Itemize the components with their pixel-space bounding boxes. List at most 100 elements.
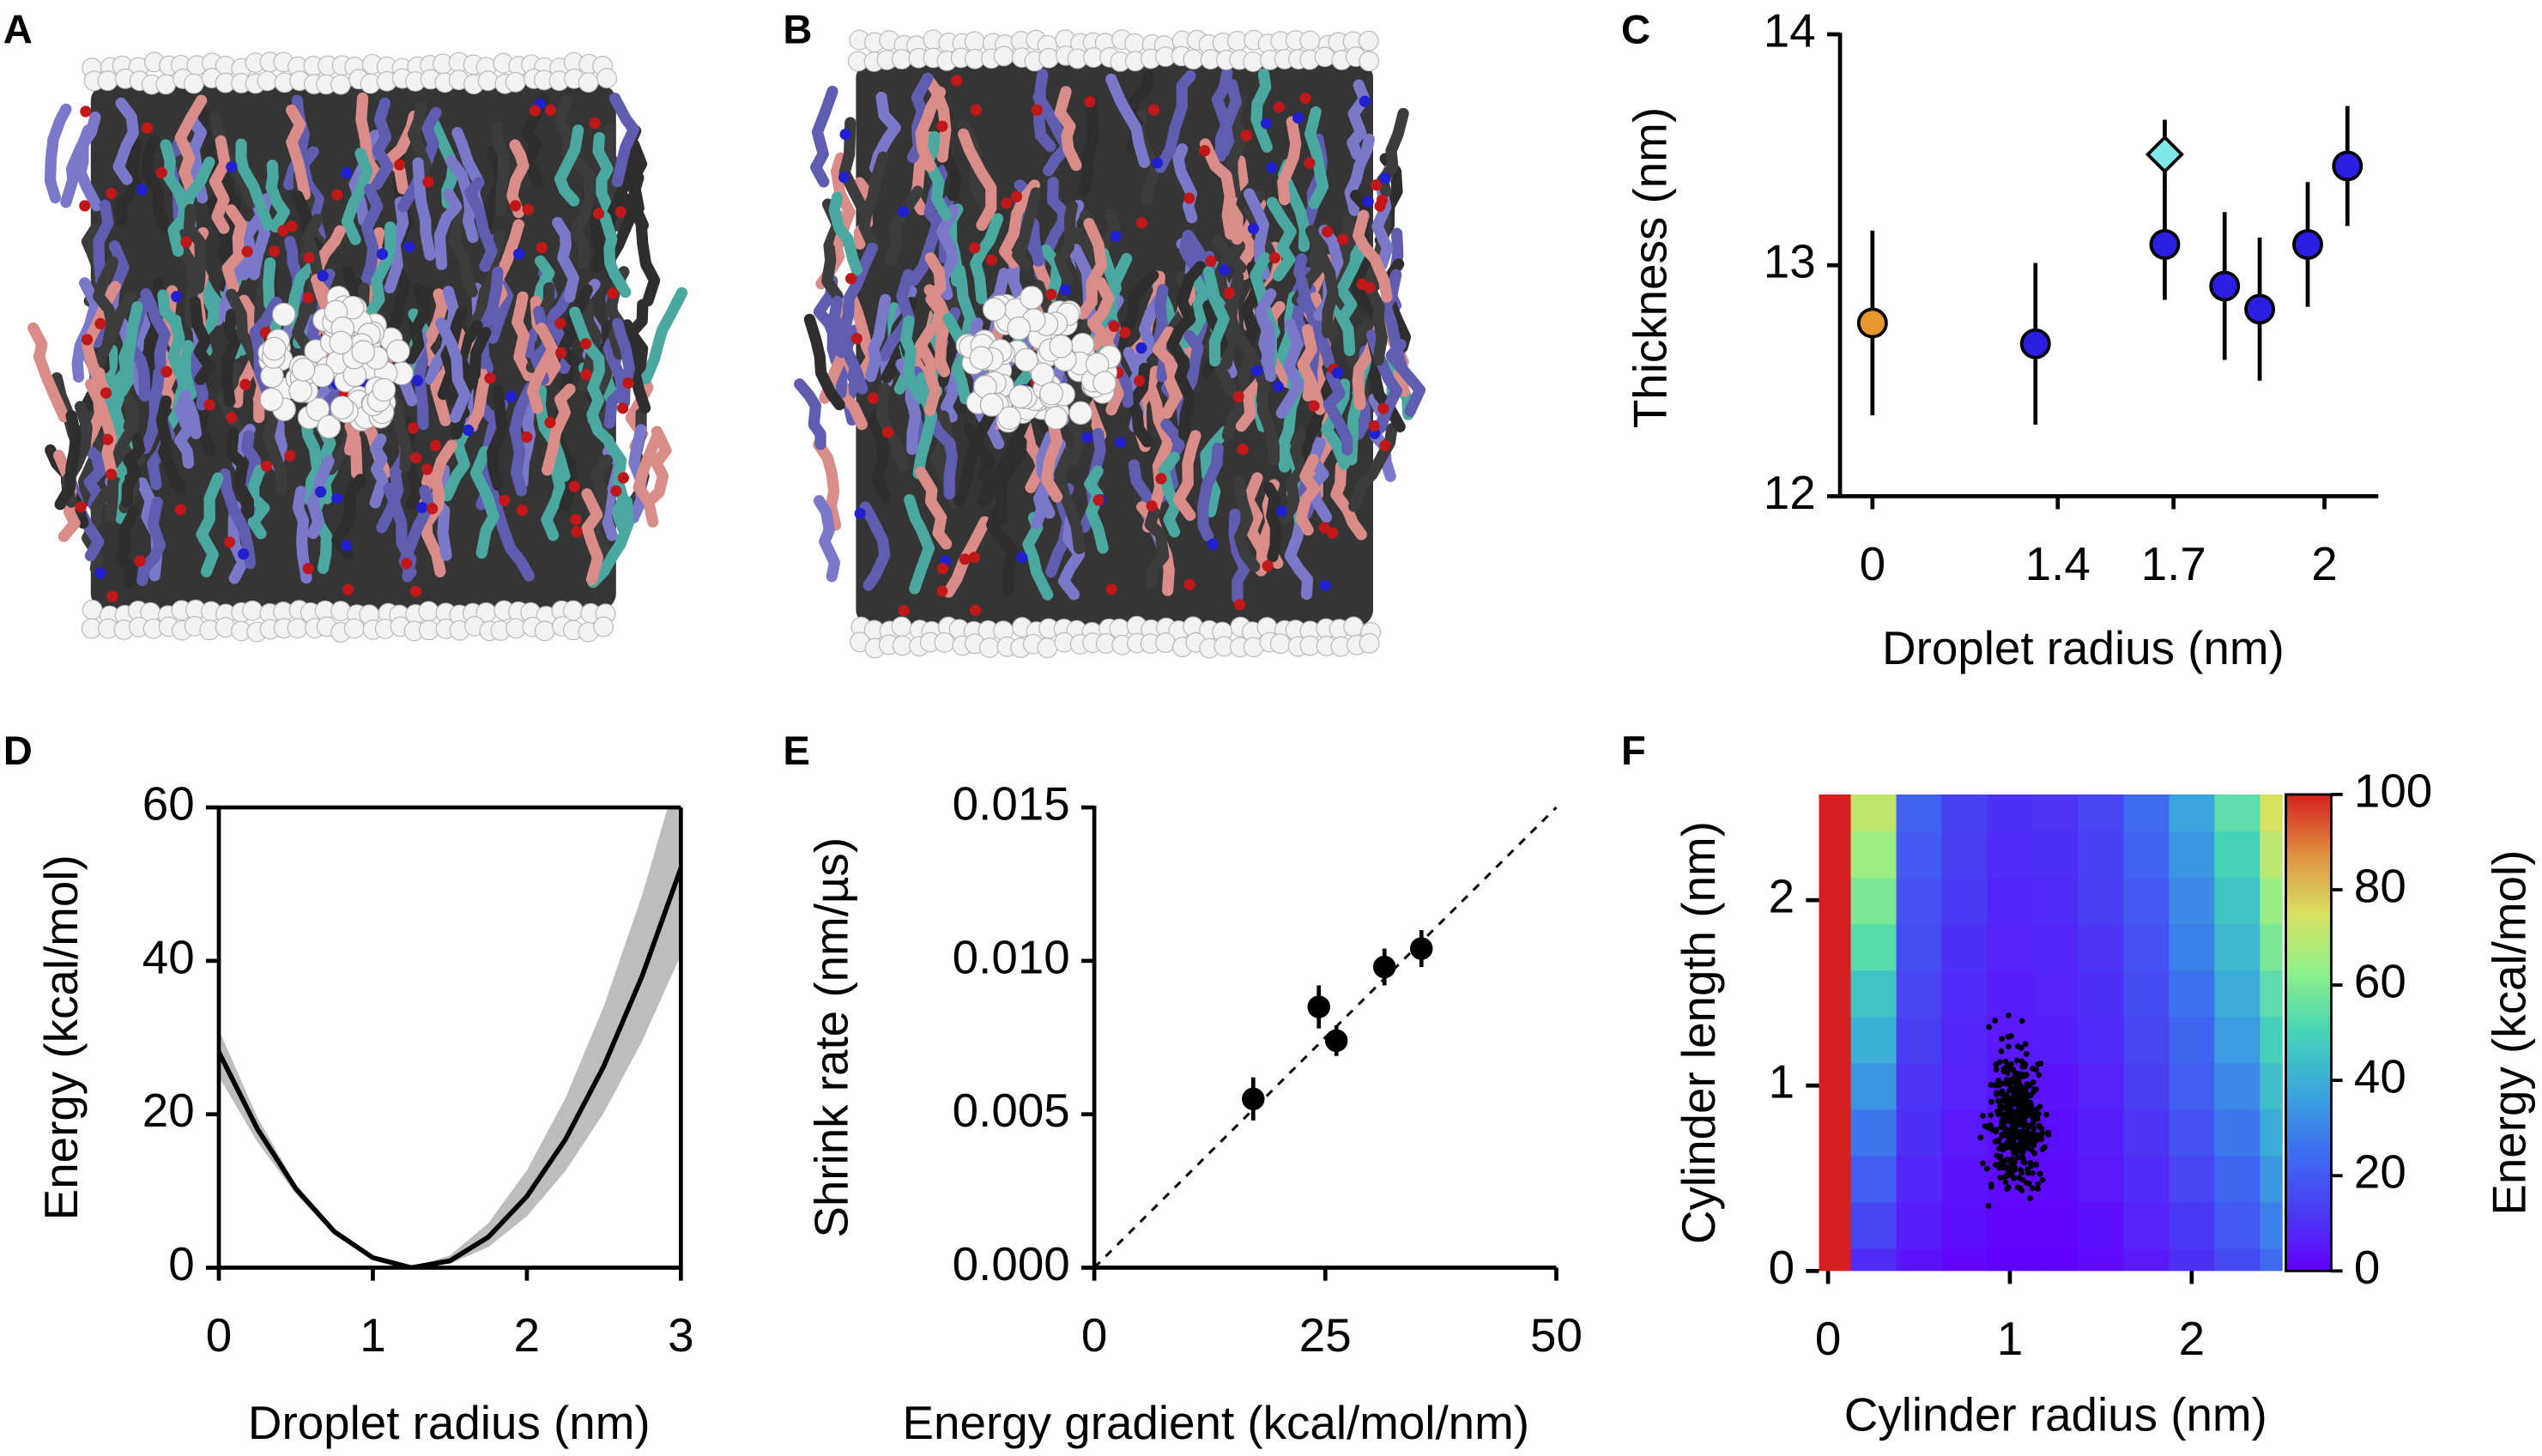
head-group xyxy=(239,378,251,390)
water-bead xyxy=(1183,49,1204,70)
head-group xyxy=(499,494,511,506)
head-group xyxy=(614,206,626,218)
heatmap-cell xyxy=(2123,794,2170,832)
lipid xyxy=(803,313,845,411)
heatmap-cell xyxy=(1941,877,1988,925)
heatmap-cell xyxy=(2214,1248,2261,1272)
sample-point xyxy=(2019,1063,2026,1070)
lipid xyxy=(260,394,287,494)
lipid xyxy=(174,94,208,198)
sample-point xyxy=(2018,1018,2025,1024)
lipid xyxy=(1199,138,1237,240)
lipid xyxy=(1202,266,1230,367)
sample-point xyxy=(2035,1181,2042,1187)
lipid xyxy=(632,430,663,528)
head-group xyxy=(284,450,296,462)
water-bead xyxy=(155,74,177,95)
lipid xyxy=(588,454,614,556)
head-group xyxy=(1272,380,1284,393)
water-bead xyxy=(1359,51,1380,72)
sample-point xyxy=(1980,1160,1986,1167)
sample-point xyxy=(2006,1127,2013,1133)
sample-point xyxy=(2018,1109,2025,1115)
droplet-bead xyxy=(262,336,287,361)
head-group xyxy=(1322,226,1334,238)
lipid xyxy=(221,204,247,294)
head-group xyxy=(622,377,634,390)
heatmap-cell xyxy=(2032,970,2079,1018)
sample-point xyxy=(2039,1129,2046,1136)
head-group xyxy=(1207,538,1219,550)
lipid xyxy=(183,203,207,294)
sample-point xyxy=(2018,1187,2025,1193)
y-axis-label: Energy (kcal/mol) xyxy=(34,855,88,1220)
lipid xyxy=(915,86,947,172)
lipid xyxy=(828,295,869,395)
lipid xyxy=(554,94,596,183)
sample-point xyxy=(1985,1203,1992,1209)
water-bead xyxy=(1358,30,1379,51)
lipid xyxy=(922,73,952,163)
droplet-bead xyxy=(1014,347,1038,372)
water-bead xyxy=(993,45,1014,67)
droplet-bead xyxy=(1044,406,1068,430)
head-group xyxy=(1119,326,1131,339)
sample-point xyxy=(2034,1132,2041,1139)
head-group xyxy=(1237,444,1249,456)
water-bead xyxy=(82,599,103,620)
sample-point xyxy=(2018,1058,2025,1065)
lipid xyxy=(448,204,478,298)
lipid xyxy=(1166,261,1207,351)
head-group xyxy=(1275,505,1287,517)
colorbar-tick-label: 0 xyxy=(2354,1241,2380,1294)
x-tick-label: 0 xyxy=(1081,1308,1107,1362)
sample-point xyxy=(2000,1120,2006,1127)
head-group xyxy=(1081,432,1093,444)
head-group xyxy=(854,507,866,520)
heatmap-cell xyxy=(1941,794,1988,832)
head-group xyxy=(1379,439,1391,451)
heatmap-cell xyxy=(2169,831,2216,879)
lipid xyxy=(858,151,889,255)
y-tick-label: 0.010 xyxy=(953,930,1070,983)
y-tick-label: 60 xyxy=(142,777,195,831)
lipid xyxy=(44,103,72,204)
water-bead xyxy=(978,637,1000,658)
head-group xyxy=(315,486,327,498)
lipid xyxy=(1250,68,1273,153)
water-bead xyxy=(183,73,204,94)
sample-point xyxy=(1988,1126,1995,1133)
head-group xyxy=(171,291,183,303)
lipid xyxy=(509,382,536,497)
droplet-bead xyxy=(330,396,354,420)
lipid xyxy=(1330,460,1367,541)
droplet-bead xyxy=(288,378,312,403)
sample-point xyxy=(2012,1164,2018,1170)
y-tick-label: 20 xyxy=(142,1084,195,1137)
head-group xyxy=(1262,559,1274,572)
head-group xyxy=(1268,251,1280,264)
head-group xyxy=(277,225,289,237)
sample-point xyxy=(2000,1133,2006,1139)
heatmap-cell xyxy=(1819,1248,1852,1272)
sample-point xyxy=(2037,1125,2044,1132)
heatmap-cell xyxy=(2078,970,2125,1018)
head-group xyxy=(94,567,106,579)
y-axis-label: Thickness (nm) xyxy=(1623,107,1676,428)
head-group xyxy=(1183,578,1195,590)
lipid xyxy=(157,289,187,382)
heatmap-cell xyxy=(2214,1016,2261,1064)
head-group xyxy=(516,504,529,517)
lipid xyxy=(412,157,436,261)
lipid xyxy=(838,242,878,340)
marker xyxy=(2244,293,2276,325)
lipid xyxy=(995,436,1027,526)
lipid xyxy=(599,211,632,299)
sample-point xyxy=(2018,1071,2025,1078)
sample-point xyxy=(2001,1124,2008,1131)
heatmap-cell xyxy=(1896,1201,1943,1249)
heatmap-cell xyxy=(2169,970,2216,1018)
lipid xyxy=(1211,67,1238,160)
sample-point xyxy=(2025,1181,2032,1187)
head-group xyxy=(134,555,146,567)
